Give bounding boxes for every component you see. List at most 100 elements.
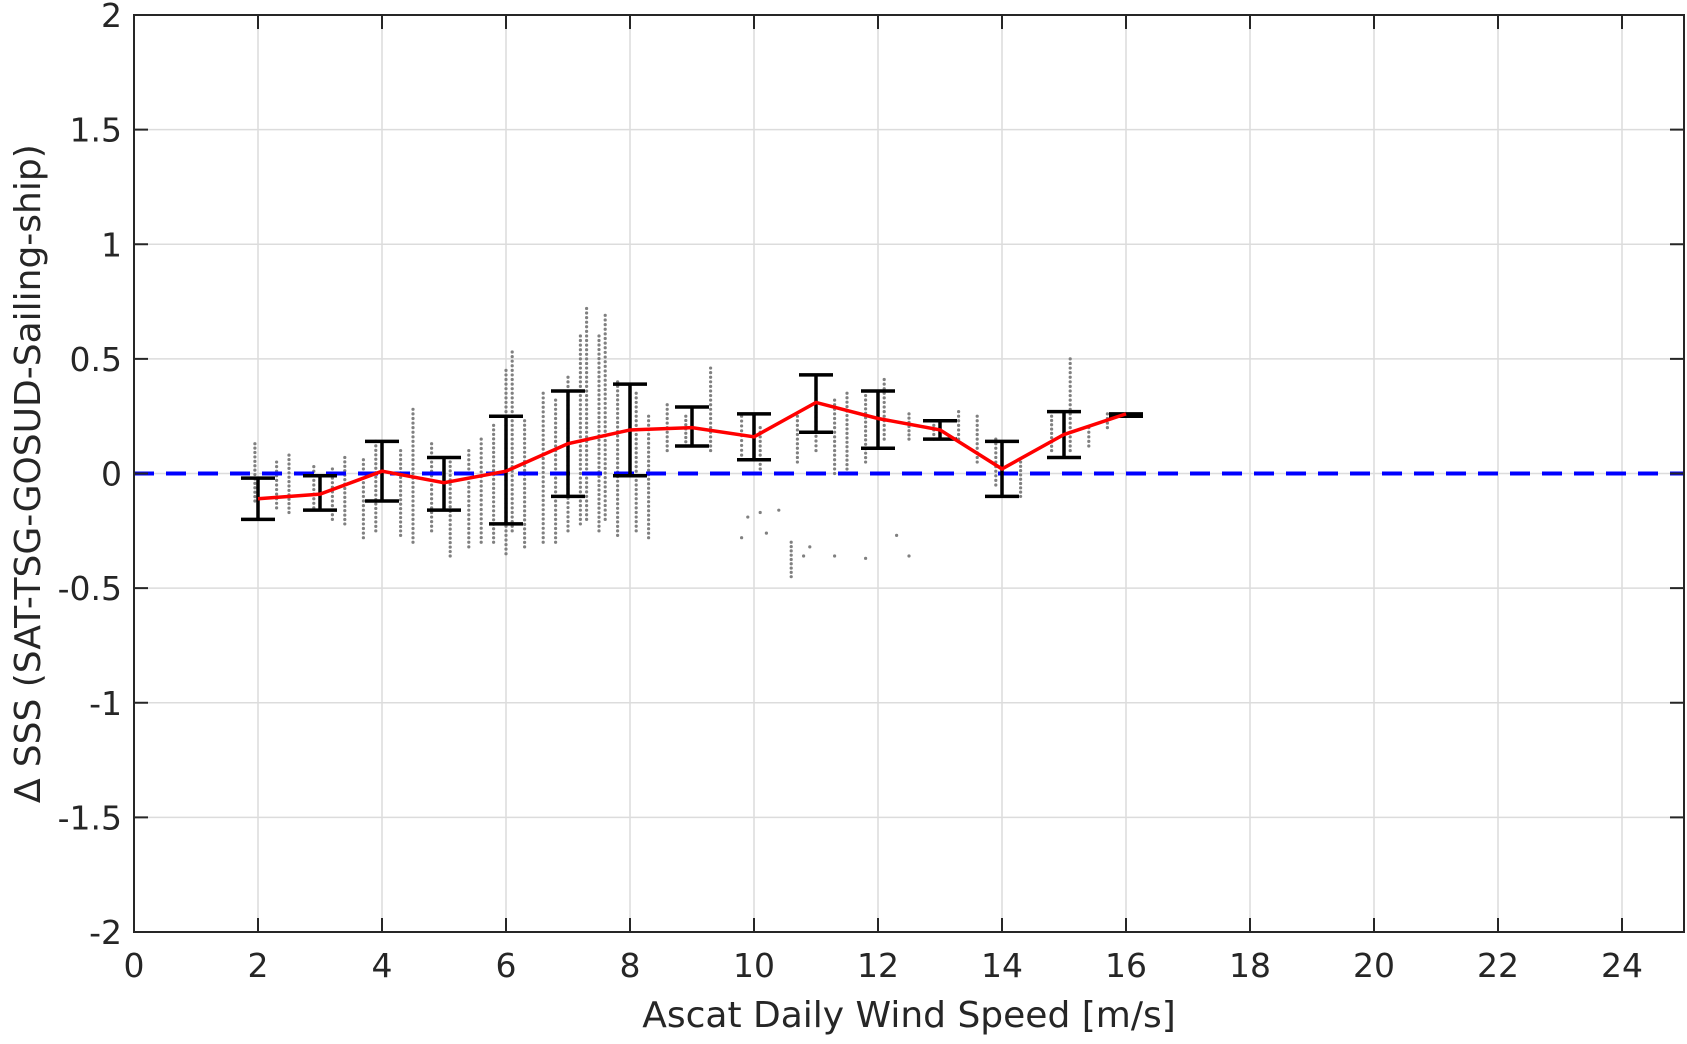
raw-point — [578, 380, 583, 384]
raw-point — [585, 412, 589, 416]
raw-point — [833, 412, 837, 416]
raw-point — [1019, 473, 1023, 477]
x-tick-label: 8 — [620, 946, 641, 985]
x-tick-label: 14 — [981, 946, 1023, 985]
raw-point — [585, 393, 589, 398]
raw-point — [585, 467, 589, 471]
raw-point — [740, 419, 744, 423]
raw-point — [882, 432, 886, 437]
raw-point — [578, 338, 583, 343]
raw-point — [510, 405, 514, 409]
raw-point — [647, 423, 651, 427]
raw-point — [616, 488, 620, 492]
raw-point — [616, 497, 620, 501]
raw-point — [957, 414, 961, 418]
raw-point — [523, 437, 527, 441]
raw-point — [665, 421, 669, 425]
raw-point — [374, 529, 378, 533]
raw-point — [541, 424, 545, 428]
raw-point — [330, 499, 334, 503]
raw-point — [665, 448, 669, 453]
raw-point — [1068, 371, 1072, 375]
tick-layer: 0 2 4 6 8 10 12 14 16 18 20 22 24-2-1.5-1-0.500.511.… — [58, 0, 1684, 985]
raw-point — [1019, 490, 1023, 494]
raw-point — [1068, 393, 1072, 398]
raw-point — [578, 458, 583, 462]
raw-point — [510, 354, 514, 359]
raw-point — [492, 464, 496, 468]
raw-point — [361, 503, 365, 508]
raw-point — [597, 352, 601, 356]
raw-point — [479, 493, 483, 497]
raw-point — [845, 467, 849, 471]
raw-point — [411, 481, 415, 485]
raw-point — [554, 403, 558, 407]
raw-point — [479, 540, 483, 544]
x-tick-label: 4 — [372, 946, 393, 985]
raw-point — [361, 536, 365, 540]
raw-point — [399, 457, 403, 462]
raw-point — [411, 458, 415, 462]
raw-point — [882, 410, 886, 414]
raw-point — [603, 489, 607, 494]
raw-point — [492, 540, 496, 544]
raw-point — [504, 552, 508, 556]
raw-point — [597, 479, 601, 483]
raw-point — [448, 549, 452, 554]
raw-point — [492, 441, 496, 445]
raw-point — [1087, 444, 1091, 448]
raw-point — [616, 479, 620, 483]
raw-point — [479, 484, 483, 488]
raw-point — [554, 485, 558, 489]
raw-point — [634, 492, 638, 496]
raw-point — [330, 467, 334, 471]
raw-point — [287, 462, 291, 466]
raw-point — [578, 343, 583, 347]
raw-point — [597, 415, 601, 420]
raw-point — [634, 465, 638, 469]
raw-point — [975, 446, 979, 450]
raw-point — [343, 509, 347, 513]
raw-point — [479, 517, 483, 521]
raw-point — [994, 474, 998, 478]
raw-point — [541, 484, 545, 488]
raw-point — [975, 442, 979, 446]
raw-point — [578, 444, 583, 448]
raw-point — [585, 343, 589, 347]
raw-point — [789, 549, 793, 553]
raw-point — [510, 368, 514, 372]
raw-point — [585, 357, 589, 361]
raw-point — [616, 447, 620, 452]
raw-point — [585, 517, 589, 521]
raw-point — [467, 462, 471, 466]
raw-point — [882, 437, 886, 441]
raw-point — [616, 502, 620, 506]
raw-point — [864, 429, 868, 433]
raw-point — [603, 494, 607, 498]
raw-point — [504, 377, 508, 382]
raw-point — [1068, 426, 1072, 430]
raw-point — [585, 508, 589, 512]
raw-point — [411, 439, 415, 444]
raw-point — [467, 490, 471, 494]
raw-point — [647, 504, 651, 508]
raw-point — [597, 397, 601, 401]
raw-point — [554, 444, 558, 448]
raw-point — [597, 370, 601, 374]
raw-point — [541, 410, 545, 414]
raw-point — [510, 515, 514, 519]
raw-point — [597, 474, 601, 479]
raw-point — [275, 483, 279, 487]
raw-point — [616, 443, 620, 447]
raw-point — [833, 444, 837, 448]
raw-point — [684, 435, 688, 440]
raw-point — [802, 554, 806, 558]
raw-point — [554, 536, 558, 540]
raw-point — [665, 435, 669, 439]
raw-point — [603, 443, 607, 447]
raw-point — [585, 398, 589, 402]
raw-point — [541, 419, 545, 423]
raw-point — [597, 384, 601, 388]
raw-point — [616, 515, 620, 519]
raw-point — [845, 458, 849, 462]
